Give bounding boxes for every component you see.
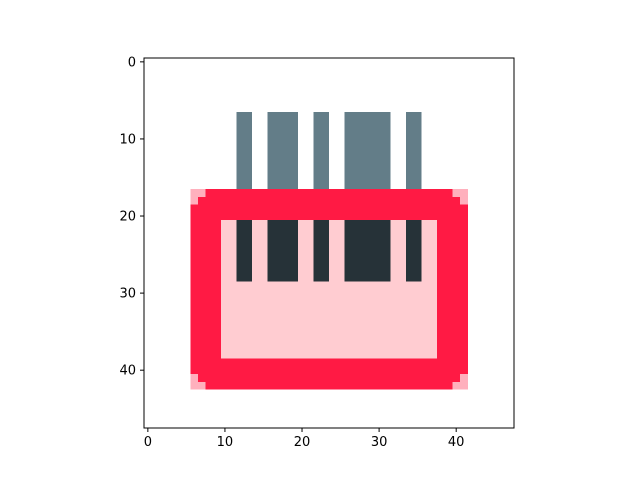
- image-region-strip-5-lower: [406, 219, 422, 282]
- y-tick-label: 40: [119, 364, 136, 379]
- image-region-strip-1-lower: [236, 219, 252, 282]
- y-tick-label: 20: [119, 210, 136, 225]
- image-region-strip-2-lower: [267, 219, 299, 282]
- image-region-strip-5-upper: [406, 111, 422, 190]
- x-axis: 0 10 20 30 40: [144, 428, 465, 450]
- y-tick-label: 10: [119, 132, 136, 147]
- x-tick-label: 20: [294, 435, 311, 450]
- x-tick-label: 10: [217, 435, 234, 450]
- x-tick-label: 0: [144, 435, 152, 450]
- image-region-strip-3-upper: [313, 111, 329, 190]
- image-region-strip-1-upper: [236, 111, 252, 190]
- image-layer: [144, 58, 514, 428]
- image-region-strip-3-lower: [313, 219, 329, 282]
- image-region-frame-corner-bl: [197, 374, 206, 382]
- image-region-frame-corner-br: [452, 374, 461, 382]
- image-region-strip-2-upper: [267, 111, 299, 190]
- image-region-strip-4-upper: [344, 111, 391, 190]
- x-tick-label: 40: [448, 435, 465, 450]
- y-axis: 0 10 20 30 40: [119, 55, 144, 379]
- y-tick-label: 0: [128, 55, 136, 70]
- image-region-frame-corner-tr: [452, 196, 461, 205]
- axes-frame: [143, 57, 515, 429]
- x-tick-label: 30: [371, 435, 388, 450]
- image-region-strip-4-lower: [344, 219, 391, 282]
- image-region-frame-corner-tl: [197, 196, 206, 205]
- y-tick-label: 30: [119, 287, 136, 302]
